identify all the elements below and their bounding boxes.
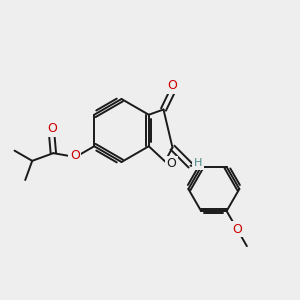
Text: O: O	[167, 157, 176, 170]
Text: O: O	[168, 79, 177, 92]
Text: H: H	[194, 158, 202, 168]
Text: O: O	[70, 149, 80, 162]
Text: O: O	[232, 223, 242, 236]
Text: O: O	[47, 122, 57, 135]
